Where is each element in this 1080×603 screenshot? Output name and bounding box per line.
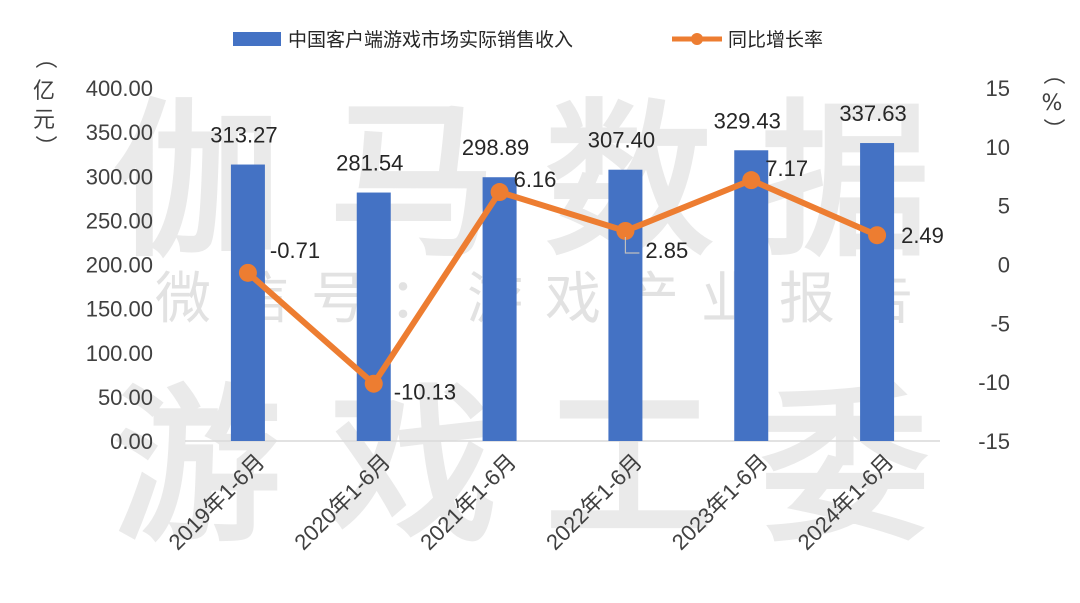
- growth-rate-label: 2.49: [901, 223, 944, 248]
- bar: [608, 169, 643, 442]
- y-left-tick-label: 350.00: [86, 120, 153, 145]
- bar: [230, 164, 265, 441]
- growth-rate-label: 6.16: [514, 167, 557, 192]
- bar-value-label: 337.63: [839, 101, 906, 126]
- y-left-tick-label: 200.00: [86, 253, 153, 278]
- y-right-tick-label: -15: [978, 429, 1010, 454]
- y-right-tick-label: 10: [986, 135, 1010, 160]
- growth-rate-point: [364, 374, 383, 393]
- legend-bar-swatch: [233, 32, 281, 46]
- left-unit-char2: 元: [33, 108, 55, 133]
- left-unit-char1: 亿: [33, 79, 55, 104]
- legend-line-label: 同比增长率: [728, 29, 823, 51]
- bar-value-label: 307.40: [588, 128, 655, 153]
- y-left-tick-label: 50.00: [98, 385, 153, 410]
- bar: [482, 177, 517, 442]
- growth-rate-point: [868, 226, 887, 245]
- legend: 中国客户端游戏市场实际销售收入 同比增长率: [233, 29, 823, 51]
- y-left-tick-label: 0.00: [110, 429, 153, 454]
- bar-value-label: 281.54: [336, 151, 403, 176]
- right-unit-label: （ % ）: [1040, 63, 1065, 140]
- bar: [356, 192, 391, 441]
- watermark-line2: 微信号：游戏产业报告: [155, 267, 935, 332]
- growth-rate-line: [245, 177, 879, 387]
- growth-rate-point: [616, 221, 635, 240]
- y-left-tick-label: 100.00: [86, 341, 153, 366]
- bar: [734, 150, 769, 442]
- left-unit-open: （: [32, 47, 57, 69]
- y-right-tick-label: -10: [978, 370, 1010, 395]
- right-unit-open: （: [1040, 63, 1065, 85]
- bar-value-label: 329.43: [714, 108, 781, 133]
- y-left-tick-label: 400.00: [86, 76, 153, 101]
- y-left-tick-label: 300.00: [86, 164, 153, 189]
- bar: [860, 143, 895, 442]
- growth-rate-point: [490, 183, 509, 202]
- growth-rate-point: [742, 171, 761, 190]
- growth-rate-label: 2.85: [645, 238, 688, 263]
- y-left-tick-label: 250.00: [86, 208, 153, 233]
- y-right-tick-label: -5: [990, 311, 1010, 336]
- data-label-leader: [624, 236, 640, 254]
- right-unit-close: ）: [1040, 118, 1065, 140]
- y-right-tick-label: 0: [998, 253, 1010, 278]
- growth-rate-point: [238, 263, 257, 282]
- left-unit-close: ）: [32, 135, 57, 157]
- legend-bar-label: 中国客户端游戏市场实际销售收入: [288, 29, 573, 51]
- y-left-tick-label: 150.00: [86, 297, 153, 322]
- growth-rate-label: -0.71: [270, 238, 320, 263]
- legend-line-marker: [691, 33, 703, 45]
- y-right-tick-label: 5: [998, 194, 1010, 219]
- left-unit-label: （ 亿 元 ）: [32, 47, 57, 157]
- right-unit-char: %: [1042, 91, 1063, 116]
- y-right-tick-label: 15: [986, 76, 1010, 101]
- bar-value-label: 298.89: [462, 135, 529, 160]
- growth-rate-label: 7.17: [765, 156, 808, 181]
- bar-value-label: 313.27: [210, 123, 277, 148]
- growth-rate-label: -10.13: [394, 380, 456, 405]
